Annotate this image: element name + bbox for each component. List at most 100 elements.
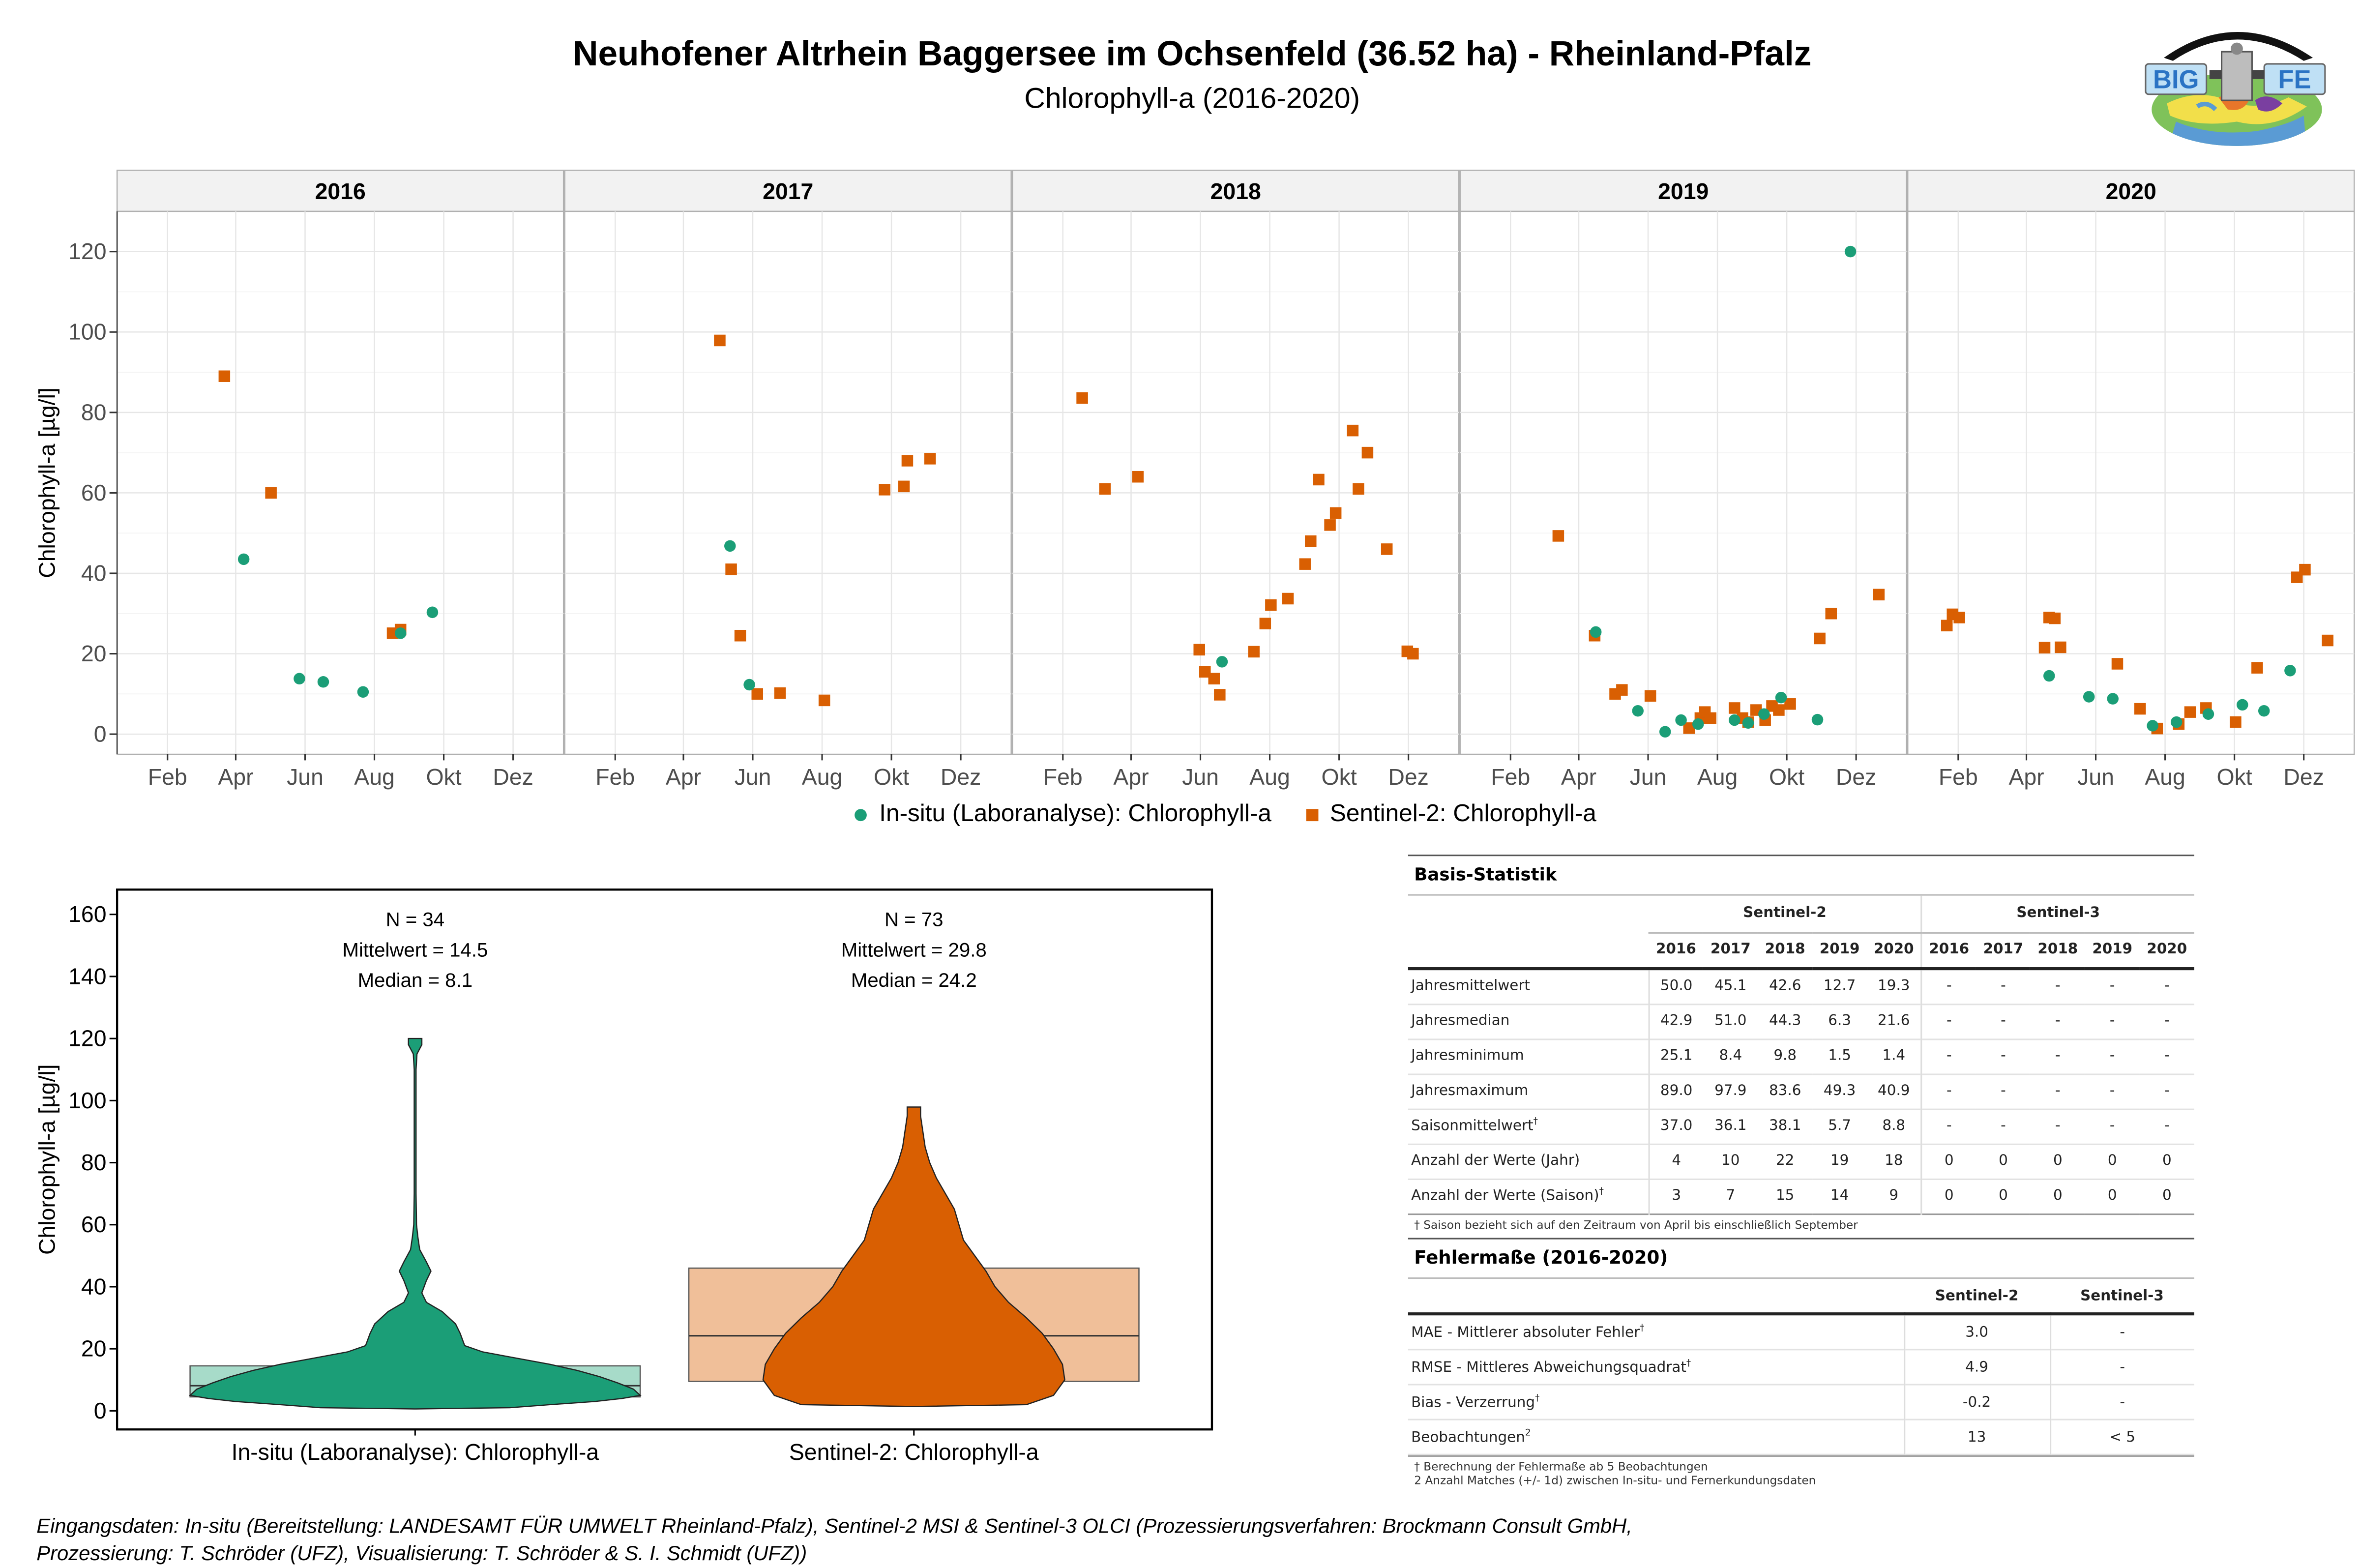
basis-cell: 6.3 — [1828, 1012, 1851, 1030]
basis-cell: - — [2055, 1118, 2061, 1135]
scatter-y-tick-label: 20 — [81, 641, 107, 666]
sentinel-point — [2230, 716, 2242, 728]
basis-year-header: 2018 — [1765, 941, 1805, 958]
sentinel-point — [1208, 673, 1220, 685]
scatter-x-tick-label: Aug — [354, 764, 395, 790]
fehler-row-label-text: Bias - Verzerrung — [1411, 1394, 1535, 1412]
scatter-x-tick-label: Dez — [1836, 764, 1876, 790]
violin-group-1: N = 73 Mittelwert = 29.8 Median = 24.2 Sent… — [688, 909, 1140, 1465]
basis-year-header: 2016 — [1655, 941, 1696, 958]
insitu-point — [2107, 693, 2119, 705]
sentinel-point — [1076, 392, 1088, 404]
basis-cell: 0 — [1999, 1153, 2008, 1170]
scatter-x-tick-label: Apr — [666, 764, 701, 790]
basis-cell: - — [2001, 1047, 2006, 1065]
sentinel-point — [1683, 722, 1695, 734]
sentinel-point — [1329, 507, 1342, 519]
sentinel-point — [1313, 473, 1325, 486]
basis-year-header: 2020 — [1873, 941, 1914, 958]
sentinel-point — [1199, 666, 1211, 678]
scatter-x-tick-label: Feb — [1491, 764, 1530, 790]
violin-mean-label: Mittelwert = 14.5 — [342, 939, 488, 961]
basis-cell: 44.3 — [1769, 1012, 1801, 1030]
sentinel-point — [1347, 424, 1359, 437]
sentinel-point — [734, 629, 746, 642]
violin-shape — [188, 1037, 642, 1410]
basis-cell: - — [2001, 1118, 2006, 1135]
fehler-note-2: 2 Anzahl Matches (+/- 1d) zwischen In-si… — [1414, 1473, 1816, 1487]
facet-strip-label: 2020 — [2106, 178, 2156, 204]
scatter-x-tick-label: Dez — [493, 764, 533, 790]
facet-panel — [116, 210, 564, 755]
insitu-marker-icon — [855, 809, 867, 822]
fehler-row-label: Beobachtungen2 — [1408, 1420, 1904, 1454]
fehler-cell: - — [2049, 1349, 2194, 1385]
sentinel-point — [1324, 519, 1336, 531]
facet-panel — [1011, 210, 1460, 755]
footnote-mark: † — [1686, 1358, 1691, 1369]
basis-cell: 9.8 — [1773, 1047, 1797, 1065]
sentinel-point — [774, 687, 786, 699]
scatter-x-tick-label: Apr — [2008, 764, 2044, 790]
scatter-x-tick-label: Dez — [2283, 764, 2324, 790]
violin-n-label: N = 73 — [885, 909, 944, 931]
basis-cell: 22 — [1775, 1153, 1795, 1170]
insitu-point — [1811, 713, 1824, 726]
basis-cell: 8.4 — [1719, 1047, 1742, 1065]
basis-cell: 12.7 — [1823, 977, 1856, 995]
basis-row-label-text: Saisonmittelwert — [1411, 1118, 1534, 1136]
footer-source: Eingangsdaten: In-situ (Bereitstellung: … — [36, 1513, 1632, 1568]
insitu-point — [294, 673, 305, 685]
satellite-icon — [2221, 51, 2253, 101]
fehler-cell: - — [2049, 1384, 2194, 1420]
basis-statistik-section: Basis-Statistik Sentinel-2 Sentinel-3 20… — [1408, 855, 2194, 1234]
basis-row-label: Jahresmedian — [1408, 1004, 1649, 1038]
facet-strip-label: 2017 — [763, 178, 813, 204]
scatter-chart: Chlorophyll-a [µg/l] 0 20 40 60 80 100 120 2016 F… — [34, 170, 2355, 790]
scatter-y-tick-label: 100 — [68, 319, 106, 345]
sentinel-point — [1705, 712, 1716, 724]
facet-panel — [1907, 210, 2355, 755]
fehler-table: Sentinel-2 Sentinel-3 MAE - Mittlerer ab… — [1408, 1279, 2194, 1455]
basis-cell: 0 — [2107, 1153, 2117, 1170]
basis-cell: 97.9 — [1714, 1083, 1747, 1100]
basis-cell: 19.3 — [1878, 977, 1910, 995]
basis-cell: - — [2001, 1012, 2006, 1030]
violin-y-tick-label: 0 — [94, 1398, 107, 1423]
basis-cell: - — [1920, 968, 1976, 1004]
basis-row-label: Anzahl der Werte (Saison)† — [1408, 1179, 1649, 1213]
scatter-y-tick-label: 60 — [81, 480, 107, 505]
sentinel-point — [1784, 698, 1796, 710]
fehler-row: RMSE - Mittleres Abweichungsquadrat† 4.9- — [1408, 1349, 2194, 1385]
basis-row-label-text: Jahresmittelwert — [1411, 977, 1531, 995]
insitu-point — [2083, 691, 2095, 703]
basis-row-label: Jahresminimum — [1408, 1038, 1649, 1073]
legend-sentinel: Sentinel-2: Chlorophyll-a — [1290, 801, 1596, 829]
violin-chart: Chlorophyll-a [µg/l] 0 20 40 60 80 100 120 140 16… — [34, 888, 1213, 1465]
sentinel-point — [1381, 543, 1393, 555]
basis-cell: 40.9 — [1878, 1083, 1910, 1100]
fehler-row-label: RMSE - Mittleres Abweichungsquadrat† — [1408, 1350, 1904, 1385]
basis-cell: 0 — [1920, 1143, 1976, 1179]
basis-cell: 18 — [1885, 1153, 1903, 1170]
insitu-point — [1742, 717, 1754, 729]
violin-frame — [116, 888, 1213, 1431]
facet-strip-label: 2016 — [315, 178, 366, 204]
insitu-point — [317, 676, 329, 688]
sentinel-point — [1282, 592, 1294, 605]
basis-cell: - — [2109, 1012, 2115, 1030]
basis-row: Jahresminimum 25.1 8.4 9.8 1.5 1.4- - - - - — [1408, 1038, 2194, 1074]
sentinel-point — [714, 334, 726, 347]
basis-row: Anzahl der Werte (Jahr) 4 10 22 19 18 0 0 0 0 0 — [1408, 1143, 2194, 1179]
sentinel-point — [1552, 530, 1564, 542]
basis-cell: 14 — [1830, 1187, 1849, 1205]
insitu-point — [2043, 670, 2055, 682]
fehler-row: Beobachtungen2 13 < 5 — [1408, 1420, 2194, 1455]
scatter-y-tick-label: 0 — [94, 721, 107, 747]
fehler-cell: -0.2 — [1903, 1384, 2050, 1420]
insitu-point — [1728, 714, 1740, 726]
basis-heading: Basis-Statistik — [1408, 855, 2194, 896]
footer-line-1: Eingangsdaten: In-situ (Bereitstellung: … — [36, 1514, 1632, 1538]
fehler-row-label: MAE - Mittlerer absoluter Fehler† — [1408, 1314, 1904, 1350]
basis-cell: 51.0 — [1714, 1012, 1747, 1030]
